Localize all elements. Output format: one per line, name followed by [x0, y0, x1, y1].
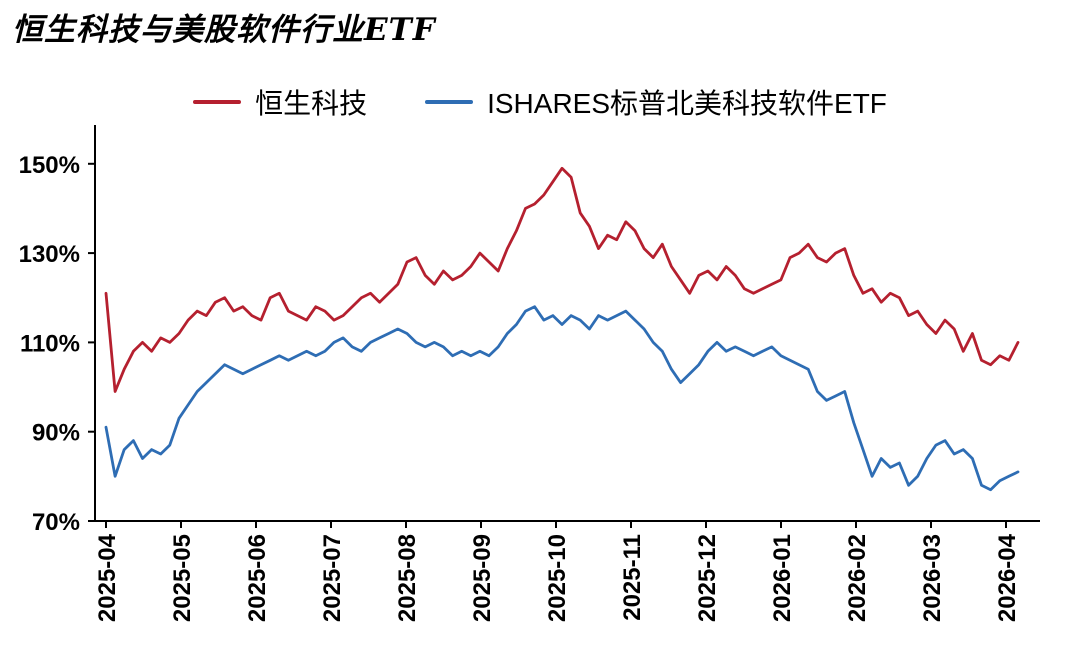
legend-item-hengsheng-tech: 恒生科技 [193, 82, 367, 122]
x-tick-label: 2025-05 [169, 534, 196, 622]
x-tick-label: 2025-09 [469, 534, 496, 622]
red-line-swatch [193, 100, 242, 104]
series-line-0 [104, 166, 1020, 393]
legend-label: ISHARES标普北美科技软件ETF [487, 88, 887, 119]
legend: 恒生科技 ISHARES标普北美科技软件ETF [0, 82, 1080, 122]
x-tick-label: 2025-11 [619, 534, 646, 621]
x-tick-label: 2025-04 [94, 533, 121, 622]
legend-label: 恒生科技 [255, 88, 368, 119]
x-tick-label: 2026-02 [844, 534, 871, 622]
x-tick-label: 2026-01 [769, 534, 796, 622]
x-tick-label: 2025-10 [544, 534, 571, 622]
chart-title: 恒生科技与美股软件行业ETF [12, 12, 436, 48]
y-tick-label: 130% [19, 241, 80, 268]
y-tick-label: 110% [20, 330, 80, 357]
x-tick-label: 2025-12 [694, 534, 721, 622]
x-tick-label: 2025-06 [244, 534, 271, 622]
series-line-1 [104, 305, 1020, 492]
x-tick-label: 2025-08 [394, 534, 421, 622]
y-tick-label: 90% [32, 420, 80, 447]
y-tick-label: 150% [19, 152, 80, 179]
x-tick-label: 2026-03 [919, 534, 946, 622]
blue-line-swatch [425, 100, 474, 104]
x-tick-label: 2025-07 [319, 534, 346, 622]
y-tick-label: 70% [32, 509, 80, 536]
legend-item-ishares-etf: ISHARES标普北美科技软件ETF [425, 82, 887, 122]
x-tick-label: 2026-04 [994, 533, 1021, 622]
